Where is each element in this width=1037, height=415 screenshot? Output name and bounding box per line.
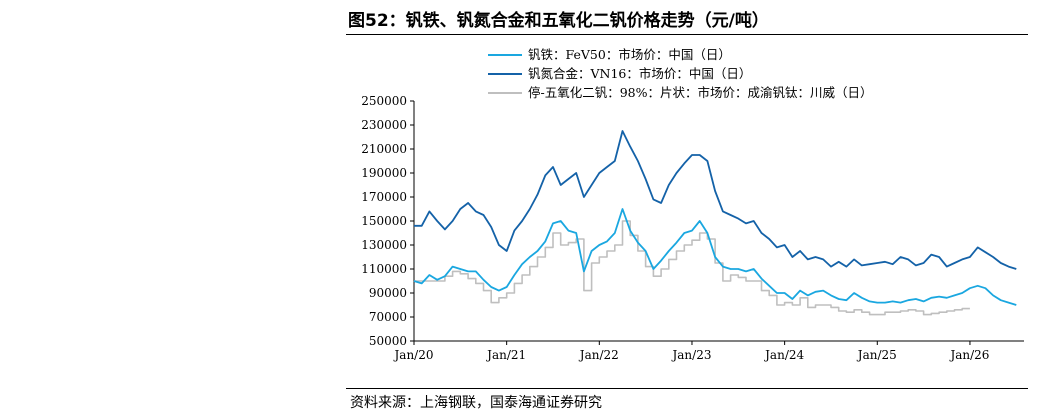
x-tick-label: Jan/22 bbox=[578, 348, 619, 362]
legend-label-v2o5: 停-五氧化二钒：98%：片状：市场价：成渝钒钛：川威（日） bbox=[528, 85, 873, 100]
y-tick-label: 250000 bbox=[361, 96, 407, 108]
legend-item-vn16: 钒氮合金：VN16：市场价：中国（日） bbox=[488, 64, 873, 83]
source-note: 资料来源：上海钢联，国泰海通证券研究 bbox=[350, 395, 602, 411]
figure-title: 图52：钒铁、钒氮合金和五氧化二钒价格走势（元/吨） bbox=[348, 11, 769, 31]
y-tick-label: 110000 bbox=[361, 262, 407, 276]
legend-label-vn16: 钒氮合金：VN16：市场价：中国（日） bbox=[528, 66, 752, 81]
series-line-2 bbox=[414, 220, 970, 316]
legend-swatch-v2o5 bbox=[488, 91, 522, 94]
legend-swatch-fev50 bbox=[488, 53, 522, 56]
y-tick-label: 210000 bbox=[361, 142, 407, 156]
legend-swatch-vn16 bbox=[488, 72, 522, 75]
series-line-1 bbox=[414, 130, 1017, 270]
legend-item-v2o5: 停-五氧化二钒：98%：片状：市场价：成渝钒钛：川威（日） bbox=[488, 83, 873, 102]
y-axis: 50000 70000 90000 110000 130000 150000 170000 1… bbox=[361, 96, 415, 348]
series-layer bbox=[413, 130, 1017, 316]
x-tick-label: Jan/24 bbox=[763, 348, 804, 362]
y-tick-label: 150000 bbox=[361, 214, 407, 228]
x-tick-label: Jan/21 bbox=[485, 348, 526, 362]
y-tick-label: 50000 bbox=[369, 334, 407, 348]
y-tick-label: 190000 bbox=[361, 166, 407, 180]
y-tick-label: 90000 bbox=[369, 286, 407, 300]
x-tick-label: Jan/25 bbox=[856, 348, 897, 362]
x-tick-label: Jan/23 bbox=[670, 348, 711, 362]
title-underline bbox=[346, 34, 1028, 35]
y-tick-label: 230000 bbox=[361, 118, 407, 132]
series-line-0 bbox=[413, 208, 1017, 306]
price-line-chart: 50000 70000 90000 110000 130000 150000 170000 1… bbox=[361, 96, 1024, 362]
y-tick-label: 70000 bbox=[369, 310, 407, 324]
x-tick-label: Jan/26 bbox=[948, 348, 989, 362]
x-axis: Jan/20 Jan/21 Jan/22 Jan/23 Jan/24 Jan/25 Jan/… bbox=[392, 340, 1024, 362]
chart-legend: 钒铁：FeV50：市场价：中国（日） 钒氮合金：VN16：市场价：中国（日） 停… bbox=[488, 45, 873, 102]
legend-label-fev50: 钒铁：FeV50：市场价：中国（日） bbox=[528, 47, 731, 62]
source-divider bbox=[346, 388, 1028, 389]
legend-item-fev50: 钒铁：FeV50：市场价：中国（日） bbox=[488, 45, 873, 64]
y-tick-label: 130000 bbox=[361, 238, 407, 252]
y-tick-label: 170000 bbox=[361, 190, 407, 204]
x-tick-label: Jan/20 bbox=[392, 348, 433, 362]
